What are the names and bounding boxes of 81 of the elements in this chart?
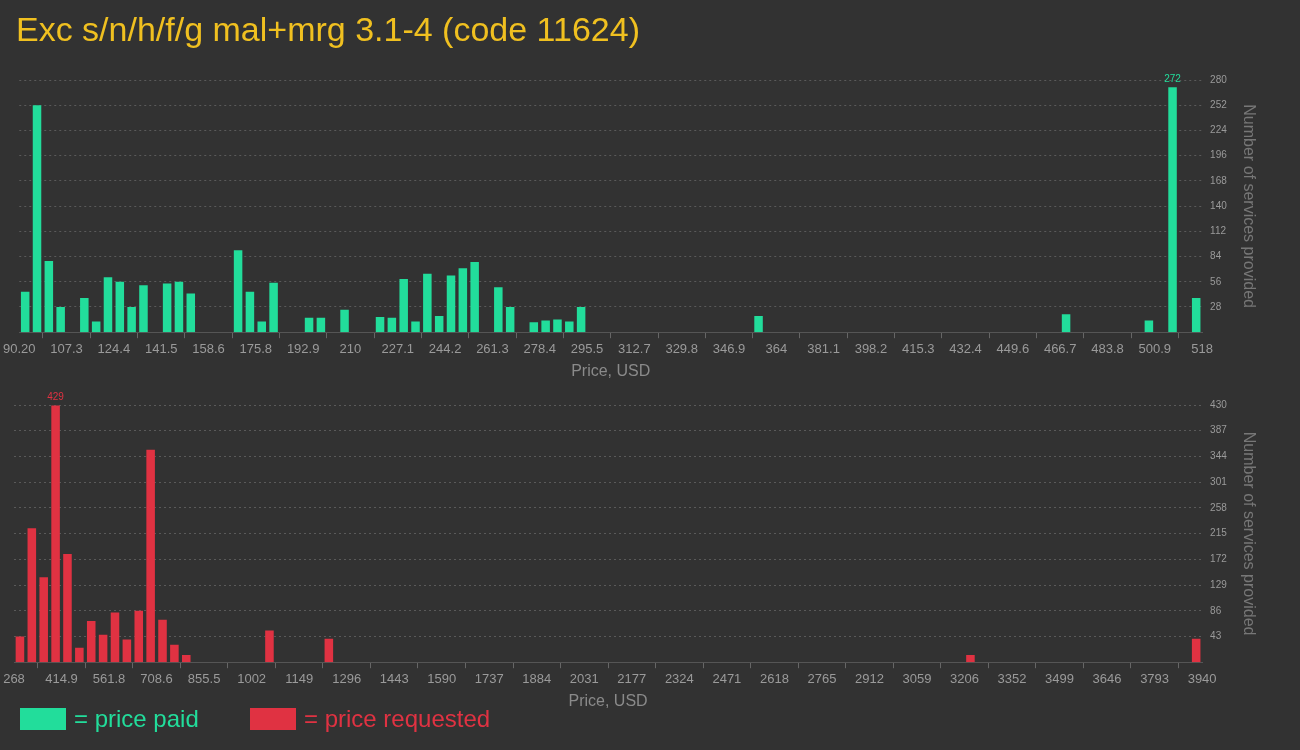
y-tick-label: 301 <box>1210 475 1228 487</box>
x-tick-label: 432.4 <box>949 340 982 356</box>
x-tick-label: 1737 <box>474 670 504 686</box>
y-tick-label: 215 <box>1210 527 1228 539</box>
y-tick-label: 86 <box>1210 604 1222 616</box>
x-tick-label: 2765 <box>807 670 837 686</box>
y-tick-label: 430 <box>1210 398 1228 410</box>
x-axis-title: Price, USD <box>571 361 651 379</box>
x-tick-label: 210 <box>339 340 362 356</box>
x-tick-label: 364 <box>765 340 788 356</box>
x-tick-label: 268 <box>3 670 25 686</box>
x-tick-label: 415.3 <box>901 340 935 356</box>
x-tick-label: 1884 <box>522 670 552 686</box>
x-tick-label: 158.6 <box>192 340 225 356</box>
x-tick-label: 346.9 <box>712 340 746 356</box>
x-tick-label: 2324 <box>664 670 694 686</box>
x-tick-label: 1296 <box>332 670 362 686</box>
x-tick-label: 3793 <box>1140 670 1170 686</box>
x-tick-label: 2177 <box>617 670 647 686</box>
y-axis-title: Number of services provided <box>1240 431 1258 636</box>
x-tick-label: 329.8 <box>665 340 698 356</box>
x-tick-label: 1002 <box>237 670 267 686</box>
x-tick-label: 2031 <box>569 670 599 686</box>
y-tick-label: 43 <box>1210 630 1222 642</box>
x-tick-label: 1590 <box>427 670 457 686</box>
x-tick-label: 708.6 <box>140 670 173 686</box>
y-tick-label: 224 <box>1210 124 1228 136</box>
x-tick-label: 244.2 <box>428 340 462 356</box>
y-tick-label: 112 <box>1210 225 1227 237</box>
x-tick-label: 398.2 <box>854 340 888 356</box>
y-tick-label: 280 <box>1210 73 1228 85</box>
x-tick-label: 3646 <box>1092 670 1122 686</box>
x-tick-label: 381.1 <box>807 340 840 356</box>
x-tick-label: 124.4 <box>97 340 131 356</box>
x-tick-label: 295.5 <box>570 340 604 356</box>
y-tick-label: 56 <box>1210 275 1222 287</box>
x-axis-title: Price, USD <box>568 691 648 709</box>
x-tick-label: 449.6 <box>996 340 1030 356</box>
x-tick-label: 466.7 <box>1043 340 1077 356</box>
x-tick-label: 518 <box>1191 340 1213 356</box>
legend-label: = price requested <box>304 705 491 733</box>
y-tick-label: 252 <box>1210 98 1228 110</box>
x-tick-label: 500.9 <box>1138 340 1172 356</box>
x-tick-label: 483.8 <box>1091 340 1124 356</box>
x-tick-label: 175.8 <box>239 340 273 356</box>
x-tick-label: 192.9 <box>286 340 320 356</box>
y-tick-label: 172 <box>1210 553 1228 565</box>
x-tick-label: 3206 <box>950 670 979 686</box>
y-tick-label: 344 <box>1210 450 1228 462</box>
x-tick-label: 2471 <box>712 670 742 686</box>
x-tick-label: 1149 <box>285 670 314 686</box>
x-tick-label: 3940 <box>1187 670 1217 686</box>
x-tick-label: 227.1 <box>381 340 415 356</box>
x-tick-label: 107.3 <box>50 340 83 356</box>
y-tick-label: 168 <box>1210 174 1228 186</box>
x-tick-label: 2912 <box>854 670 884 686</box>
x-tick-label: 2618 <box>759 670 789 686</box>
y-tick-label: 84 <box>1210 250 1222 262</box>
x-tick-label: 3499 <box>1045 670 1074 686</box>
x-tick-label: 261.3 <box>476 340 509 356</box>
x-tick-label: 3352 <box>997 670 1027 686</box>
x-tick-label: 414.9 <box>45 670 78 686</box>
x-tick-label: 1443 <box>379 670 409 686</box>
data-label: 429 <box>47 391 65 403</box>
x-tick-label: 278.4 <box>523 340 556 356</box>
y-tick-label: 258 <box>1210 501 1228 513</box>
y-tick-label: 129 <box>1210 578 1228 590</box>
x-tick-label: 90.20 <box>2 340 36 356</box>
x-tick-label: 3059 <box>902 670 932 686</box>
y-tick-label: 387 <box>1210 424 1228 436</box>
data-label: 272 <box>1164 72 1182 84</box>
y-axis-title: Number of services provided <box>1240 104 1258 308</box>
legend-label: = price paid <box>74 705 199 733</box>
x-tick-label: 855.5 <box>187 670 221 686</box>
y-tick-label: 196 <box>1210 149 1228 161</box>
y-tick-label: 28 <box>1210 300 1222 312</box>
y-tick-label: 140 <box>1210 199 1228 211</box>
x-tick-label: 561.8 <box>92 670 126 686</box>
x-tick-label: 141.5 <box>144 340 178 356</box>
x-tick-label: 312.7 <box>618 340 651 356</box>
chart-title: Exc s/n/h/f/g mal+mrg 3.1-4 (code 11624) <box>16 10 640 49</box>
